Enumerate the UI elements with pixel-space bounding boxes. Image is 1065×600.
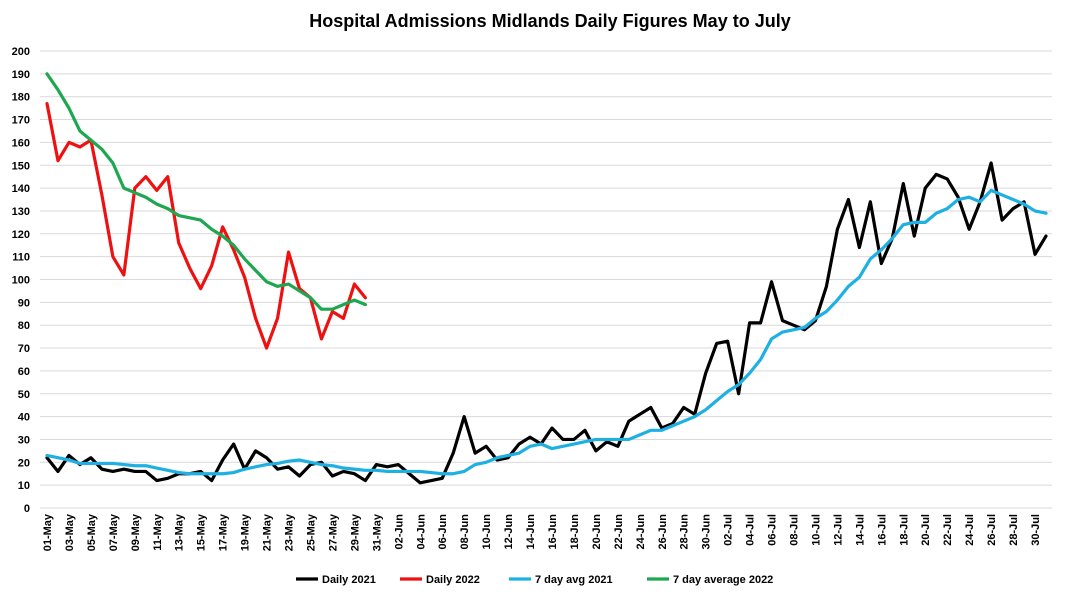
y-tick-label: 150 (12, 160, 30, 172)
x-tick-label: 03-May (64, 513, 76, 551)
y-tick-label: 90 (18, 297, 30, 309)
x-tick-label: 31-May (371, 513, 383, 551)
x-tick-label: 14-Jul (854, 514, 866, 546)
x-tick-label: 13-May (174, 513, 186, 551)
x-tick-label: 15-May (196, 513, 208, 551)
x-tick-label: 02-Jul (723, 514, 735, 546)
x-tick-label: 20-Jun (591, 514, 603, 550)
x-tick-label: 04-Jun (415, 514, 427, 550)
x-axis: 01-May 03-May 05-May 07-May 09-May 11-May 13-M… (42, 513, 1042, 551)
series-lines (45, 72, 1048, 485)
x-tick-label: 27-May (327, 513, 339, 551)
chart-title: Hospital Admissions Midlands Daily Figur… (309, 11, 790, 31)
x-tick-label: 18-Jul (898, 514, 910, 546)
x-tick-label: 19-May (240, 513, 252, 551)
x-tick-label: 20-Jul (920, 514, 932, 546)
y-tick-label: 160 (12, 137, 30, 149)
x-tick-label: 08-Jul (789, 514, 801, 546)
x-tick-label: 28-Jun (679, 514, 691, 550)
x-tick-label: 06-Jul (767, 514, 779, 546)
x-tick-label: 14-Jun (525, 514, 537, 550)
y-tick-label: 30 (18, 434, 30, 446)
y-tick-label: 200 (12, 46, 30, 58)
x-tick-label: 16-Jul (876, 514, 888, 546)
y-tick-label: 10 (18, 480, 30, 492)
x-tick-label: 10-Jun (481, 514, 493, 550)
x-tick-label: 21-May (262, 513, 274, 551)
x-tick-label: 29-May (349, 513, 361, 551)
x-tick-label: 04-Jul (745, 514, 757, 546)
x-tick-label: 26-Jul (986, 514, 998, 546)
y-axis: 0 10 20 30 40 50 60 70 80 90 100 110 120 130 140 150 160… (12, 46, 30, 515)
legend-label: Daily 2022 (426, 574, 480, 586)
x-tick-label: 30-Jul (1030, 514, 1042, 546)
x-tick-label: 26-Jun (657, 514, 669, 550)
x-tick-label: 16-Jun (547, 514, 559, 550)
x-tick-label: 09-May (130, 513, 142, 551)
y-tick-label: 180 (12, 92, 30, 104)
series-line-7-day-average-2022 (45, 72, 367, 311)
x-tick-label: 05-May (86, 513, 98, 551)
y-tick-label: 0 (24, 503, 30, 515)
x-tick-label: 22-Jun (613, 514, 625, 550)
x-tick-label: 25-May (305, 513, 317, 551)
x-tick-label: 24-Jul (964, 514, 976, 546)
x-tick-label: 11-May (152, 513, 164, 551)
y-tick-label: 20 (18, 457, 30, 469)
y-tick-label: 40 (18, 412, 30, 424)
y-tick-label: 100 (12, 275, 30, 287)
y-tick-label: 170 (12, 115, 30, 127)
x-tick-label: 22-Jul (942, 514, 954, 546)
x-tick-label: 12-Jul (832, 514, 844, 546)
x-tick-label: 07-May (108, 513, 120, 551)
x-tick-label: 28-Jul (1008, 514, 1020, 546)
legend-label: 7 day average 2022 (673, 574, 773, 586)
legend: Daily 2021 Daily 2022 7 day avg 2021 7 day … (296, 574, 773, 586)
legend-label: Daily 2021 (322, 574, 376, 586)
y-tick-label: 80 (18, 320, 30, 332)
y-tick-label: 60 (18, 366, 30, 378)
x-tick-label: 23-May (284, 513, 296, 551)
x-tick-label: 18-Jun (569, 514, 581, 550)
series-line-7-day-avg-2021 (45, 188, 1048, 476)
x-tick-label: 17-May (218, 513, 230, 551)
y-tick-label: 130 (12, 206, 30, 218)
y-tick-label: 70 (18, 343, 30, 355)
y-tick-label: 190 (12, 69, 30, 81)
x-tick-label: 12-Jun (503, 514, 515, 550)
gridlines (40, 50, 1052, 509)
y-tick-label: 140 (12, 183, 30, 195)
x-tick-label: 02-Jun (393, 514, 405, 550)
y-tick-label: 50 (18, 389, 30, 401)
series-line-daily-2022 (45, 101, 367, 350)
x-tick-label: 10-Jul (810, 514, 822, 546)
x-tick-label: 06-Jun (437, 514, 449, 550)
y-tick-label: 120 (12, 229, 30, 241)
legend-label: 7 day avg 2021 (535, 574, 613, 586)
x-tick-label: 30-Jun (701, 514, 713, 550)
x-tick-label: 24-Jun (635, 514, 647, 550)
x-tick-label: 01-May (42, 513, 54, 551)
x-tick-label: 08-Jun (459, 514, 471, 550)
y-tick-label: 110 (12, 252, 30, 264)
